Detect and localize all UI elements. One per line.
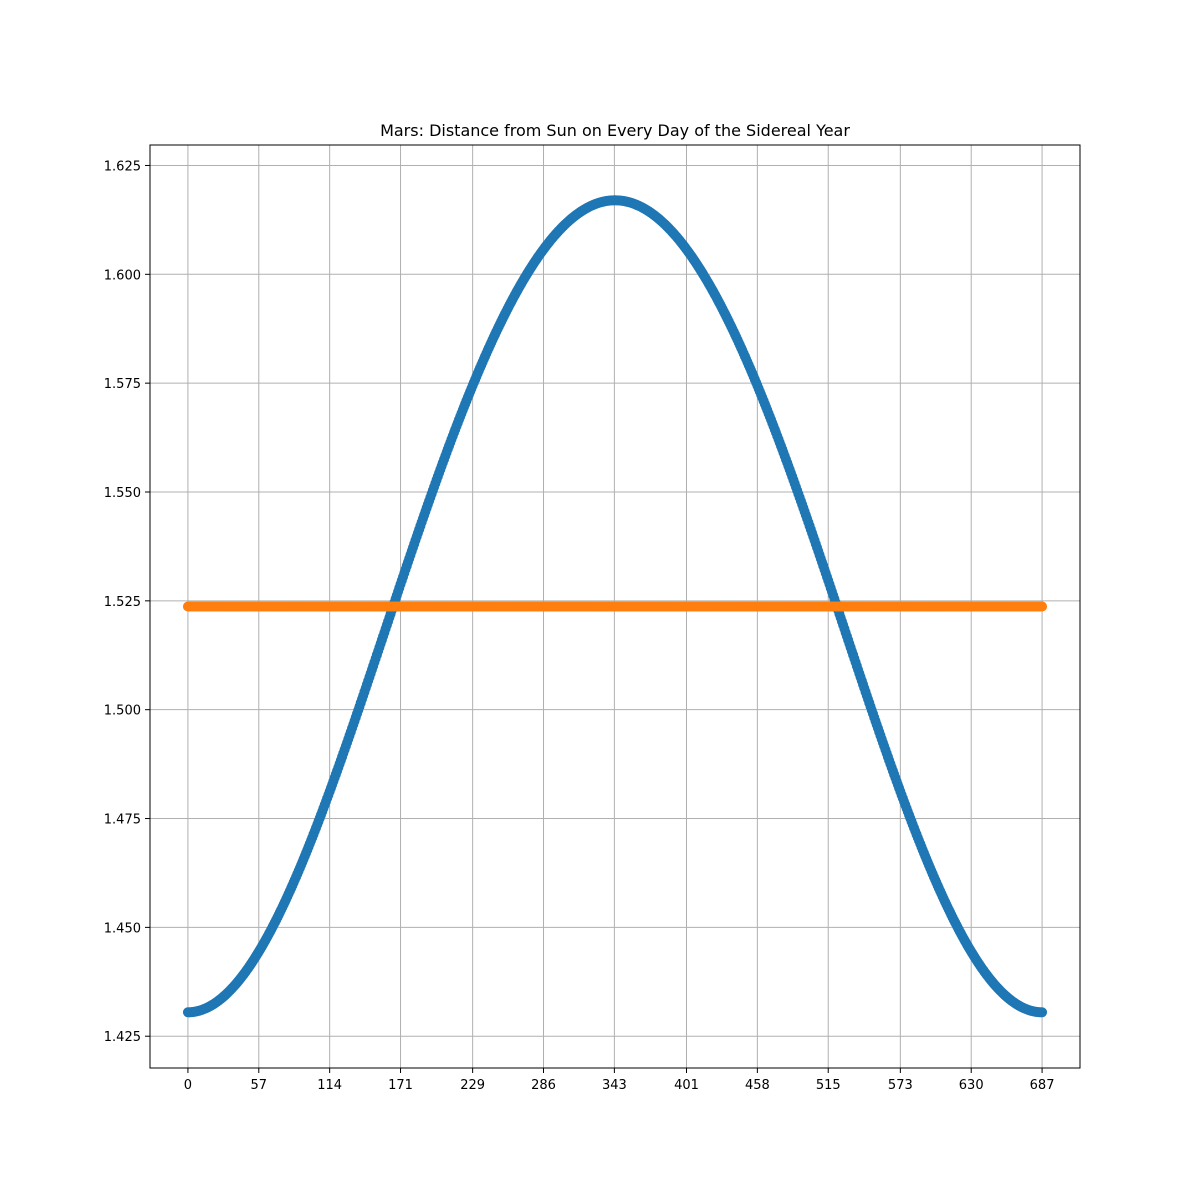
y-tick-label: 1.500 [104,704,141,719]
y-tick-label: 1.450 [104,921,141,936]
y-tick-label: 1.600 [104,268,141,283]
x-tick-label: 343 [602,1078,627,1093]
y-tick-label: 1.475 [104,813,141,828]
plot-area-frame [149,144,1081,1069]
y-tick-label: 1.525 [104,595,141,610]
x-tick-label: 57 [251,1078,268,1093]
chart-title: Mars: Distance from Sun on Every Day of … [380,121,850,140]
y-tick-label: 1.550 [104,486,141,501]
data-point-distance [1037,1007,1048,1018]
x-tick-label: 515 [816,1078,841,1093]
x-tick-label: 286 [531,1078,556,1093]
y-tick-label: 1.625 [104,159,141,174]
x-tick-label: 573 [888,1078,913,1093]
x-tick-label: 0 [184,1078,192,1093]
y-tick-label: 1.425 [104,1030,141,1045]
x-tick-label: 171 [388,1078,413,1093]
x-tick-label: 114 [317,1078,342,1093]
x-tick-label: 229 [460,1078,485,1093]
data-point-constant [1037,601,1048,612]
y-axis-ticks: 1.425 1.450 1.475 1.500 1.525 1.550 1.575 1.600… [104,159,150,1045]
data-points [182,195,1048,1018]
x-tick-label: 687 [1030,1078,1055,1093]
x-tick-label: 401 [674,1078,699,1093]
x-axis-ticks: 0 57 114 171 229 286 343 401 458 515 573 630 687 [184,1068,1055,1093]
y-tick-label: 1.575 [104,377,141,392]
x-tick-label: 630 [959,1078,984,1093]
x-tick-label: 458 [745,1078,770,1093]
